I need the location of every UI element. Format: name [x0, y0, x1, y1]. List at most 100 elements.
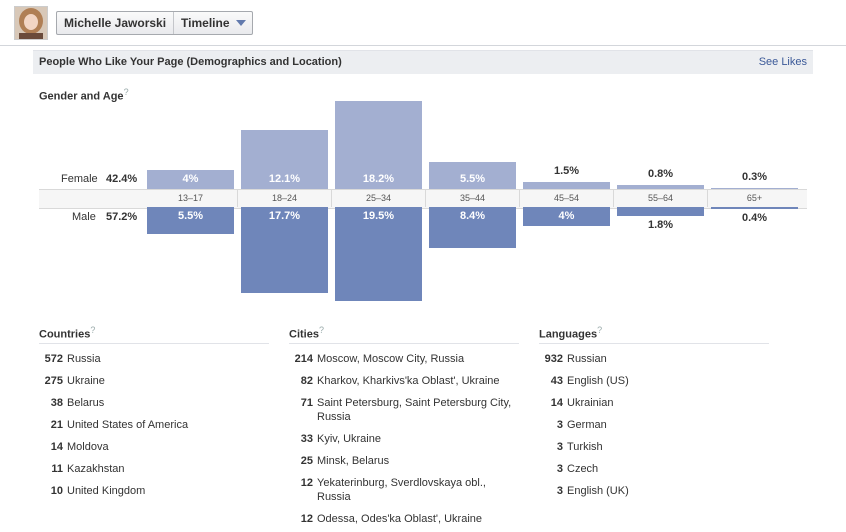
item-name: English (UK) [567, 485, 629, 497]
female-bar [429, 162, 516, 189]
item-count: 12 [300, 513, 313, 525]
age-tick-label: 65+ [746, 193, 763, 203]
male-percent: 57.2% [106, 211, 138, 223]
age-tick-label: 55–64 [647, 193, 674, 203]
item-name: Ukrainian [567, 397, 614, 409]
age-tick-label: 35–44 [459, 193, 486, 203]
list-item: 21 United States of America [39, 418, 269, 432]
axis-separator [425, 189, 426, 207]
item-count: 11 [51, 463, 63, 475]
list-item: 12 Odessa, Odes'ka Oblast', Ukraine [289, 512, 519, 526]
item-count: 214 [294, 353, 313, 365]
male-value-label: 17.7% [268, 210, 301, 222]
item-name: Russia [67, 353, 101, 365]
item-name: Ukraine [67, 375, 105, 387]
item-count: 3 [556, 463, 563, 475]
male-value-label: 19.5% [362, 210, 395, 222]
item-name: Moscow, Moscow City, Russia [317, 353, 465, 365]
female-bar [335, 101, 422, 189]
list-item: 275 Ukraine [39, 374, 269, 388]
female-value-label: 0.3% [741, 170, 768, 183]
item-name: United Kingdom [67, 485, 146, 497]
page-name[interactable]: Michelle Jaworski [57, 12, 175, 34]
item-count: 3 [556, 419, 563, 431]
male-bar [147, 207, 234, 234]
page-header: Michelle Jaworski Timeline [0, 0, 846, 46]
list-item: 14 Moldova [39, 440, 269, 454]
axis-separator [519, 189, 520, 207]
item-count: 572 [44, 353, 63, 365]
section-header: People Who Like Your Page (Demographics … [33, 50, 813, 74]
item-count: 21 [50, 419, 63, 431]
list-item: 11 Kazakhstan [39, 462, 269, 476]
languages-label: Languages [539, 328, 598, 341]
cities-column: Cities? 214 Moscow, Moscow City, Russia 82… [289, 325, 519, 526]
gender-age-label: Gender and Age [39, 90, 124, 103]
axis-separator [237, 189, 238, 207]
languages-column: Languages? 932 Russian 43 English (US) 14 Ukr… [539, 325, 769, 498]
view-label: Timeline [181, 16, 230, 30]
item-name: English (US) [567, 375, 629, 387]
item-name: Kazakhstan [67, 463, 125, 475]
help-icon[interactable]: ? [318, 325, 324, 335]
item-count: 12 [300, 477, 313, 489]
list-item: 38 Belarus [39, 396, 269, 410]
section-title: People Who Like Your Page (Demographics … [39, 56, 342, 68]
help-icon[interactable]: ? [123, 87, 129, 97]
item-count: 71 [300, 397, 313, 409]
item-name: Belarus [67, 397, 105, 409]
countries-title: Countries? [39, 325, 269, 344]
female-bar [147, 169, 234, 189]
axis-separator [331, 189, 332, 207]
cities-list: 214 Moscow, Moscow City, Russia 82 Kharkov,… [289, 352, 519, 526]
female-value-label: 4% [182, 173, 199, 185]
male-bar [711, 207, 798, 209]
male-label: Male [72, 211, 96, 223]
item-count: 38 [50, 397, 63, 409]
cities-label: Cities [289, 328, 319, 341]
axis-separator [613, 189, 614, 207]
male-bar [523, 207, 610, 227]
list-item: 3 Turkish [539, 440, 769, 454]
help-icon[interactable]: ? [90, 325, 96, 335]
list-item: 14 Ukrainian [539, 396, 769, 410]
female-bar [241, 130, 328, 189]
item-count: 3 [556, 441, 563, 453]
countries-label: Countries [39, 328, 91, 341]
list-item: 10 United Kingdom [39, 484, 269, 498]
list-item: 214 Moscow, Moscow City, Russia [289, 352, 519, 366]
item-count: 932 [544, 353, 563, 365]
list-item: 12 Yekaterinburg, Sverdlovskaya obl., Rus… [289, 476, 519, 504]
help-icon[interactable]: ? [597, 325, 603, 335]
list-item: 33 Kyiv, Ukraine [289, 432, 519, 446]
item-count: 43 [550, 375, 563, 387]
female-label: Female [61, 173, 98, 185]
page-switcher[interactable]: Michelle Jaworski Timeline [56, 11, 253, 35]
female-bar [711, 187, 798, 189]
item-name: United States of America [67, 419, 189, 431]
caret-down-icon [235, 20, 246, 26]
item-name: Czech [567, 463, 599, 475]
male-bar [617, 207, 704, 216]
male-value-label: 4% [558, 210, 575, 222]
age-axis-band [39, 189, 807, 209]
male-bar [241, 207, 328, 293]
item-count: 25 [300, 455, 313, 467]
view-selector[interactable]: Timeline [174, 12, 251, 34]
list-item: 71 Saint Petersburg, Saint Petersburg Cit… [289, 396, 519, 424]
female-percent: 42.4% [106, 173, 138, 185]
see-likes-link[interactable]: See Likes [758, 56, 807, 68]
item-count: 14 [50, 441, 63, 453]
countries-list: 572 Russia 275 Ukraine 38 Belarus 21 United Sta… [39, 352, 269, 498]
profile-avatar[interactable] [14, 6, 48, 40]
item-name: German [567, 419, 607, 431]
list-item: 3 English (UK) [539, 484, 769, 498]
male-bar [335, 207, 422, 302]
list-item: 25 Minsk, Belarus [289, 454, 519, 468]
gender-age-title: Gender and Age? [39, 87, 129, 103]
item-name: Turkish [567, 441, 603, 453]
item-name: Kyiv, Ukraine [317, 433, 381, 445]
list-item: 3 Czech [539, 462, 769, 476]
female-value-label: 18.2% [362, 173, 395, 185]
female-value-label: 0.8% [647, 168, 674, 181]
